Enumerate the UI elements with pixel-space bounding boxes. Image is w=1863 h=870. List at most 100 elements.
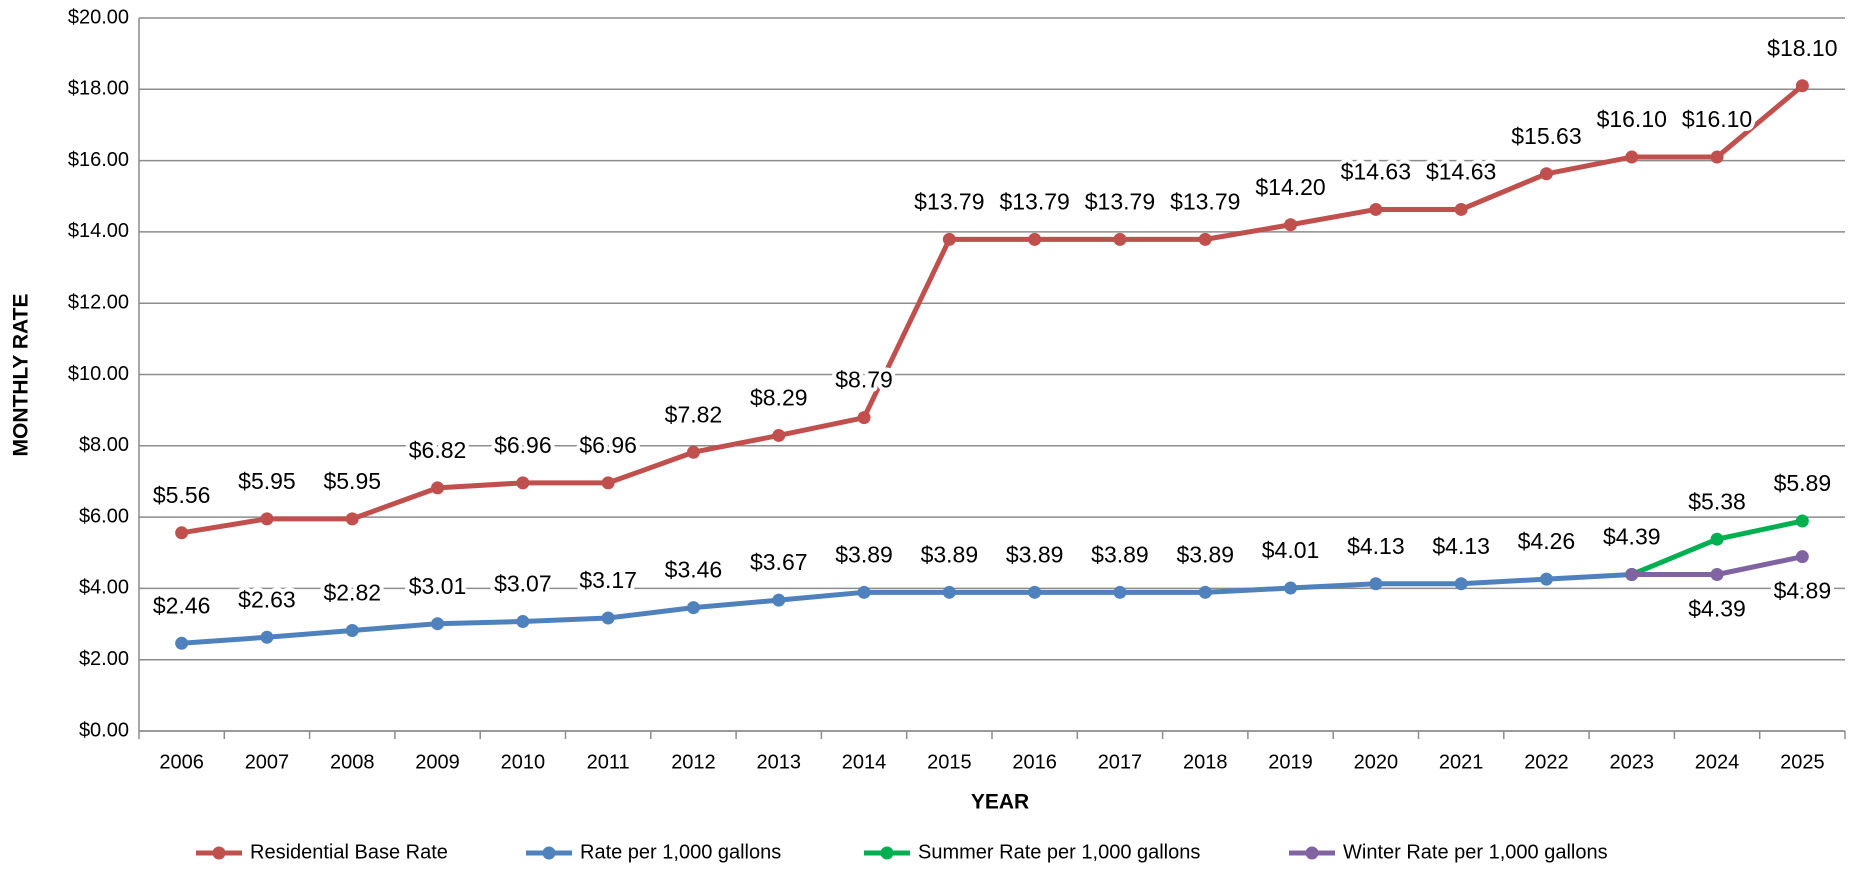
data-label: $13.79 xyxy=(914,188,984,214)
data-point xyxy=(1795,550,1809,564)
data-point xyxy=(516,615,530,629)
data-point xyxy=(601,611,615,625)
data-point xyxy=(345,623,359,637)
y-tick-label: $4.00 xyxy=(79,577,129,599)
y-axis-title: MONTHLY RATE xyxy=(10,294,33,457)
data-point xyxy=(1369,577,1383,591)
data-point xyxy=(1369,202,1383,216)
x-tick-label: 2025 xyxy=(1780,751,1825,773)
data-point xyxy=(1113,585,1127,599)
x-tick-label: 2007 xyxy=(245,751,290,773)
y-tick-label: $2.00 xyxy=(79,648,129,670)
y-tick-label: $18.00 xyxy=(68,78,129,100)
data-point xyxy=(1284,218,1298,232)
data-label: $3.67 xyxy=(750,549,808,575)
data-label: $3.17 xyxy=(579,567,637,593)
data-point xyxy=(431,617,445,631)
data-point xyxy=(260,630,274,644)
data-point xyxy=(1028,585,1042,599)
data-label: $7.82 xyxy=(665,401,723,427)
x-axis-title: YEAR xyxy=(971,791,1029,814)
data-point xyxy=(1539,572,1553,586)
data-label: $4.13 xyxy=(1432,533,1490,559)
x-tick-label: 2024 xyxy=(1695,751,1740,773)
data-label: $4.13 xyxy=(1347,533,1405,559)
data-label: $14.20 xyxy=(1255,174,1325,200)
data-label: $14.63 xyxy=(1341,159,1411,185)
data-point xyxy=(686,601,700,615)
data-label: $5.89 xyxy=(1774,470,1832,496)
y-tick-label: $10.00 xyxy=(68,363,129,385)
x-tick-label: 2008 xyxy=(330,751,375,773)
data-label: $18.10 xyxy=(1767,35,1837,61)
legend-label: Residential Base Rate xyxy=(250,841,448,863)
x-tick-label: 2011 xyxy=(587,751,630,773)
legend-label: Winter Rate per 1,000 gallons xyxy=(1343,841,1608,863)
data-label: $3.89 xyxy=(1006,541,1064,567)
data-label: $2.82 xyxy=(323,580,381,606)
data-point xyxy=(942,585,956,599)
data-label: $13.79 xyxy=(1170,188,1240,214)
x-tick-label: 2010 xyxy=(501,751,546,773)
legend-marker xyxy=(880,846,894,860)
data-point xyxy=(1710,567,1724,581)
data-label: $13.79 xyxy=(999,188,1069,214)
data-point xyxy=(1028,232,1042,246)
grid xyxy=(139,17,1845,732)
data-label: $3.07 xyxy=(494,571,552,597)
x-tick-label: 2020 xyxy=(1354,751,1399,773)
x-tick-label: 2022 xyxy=(1524,751,1569,773)
x-tick-label: 2016 xyxy=(1012,751,1057,773)
x-tick-label: 2006 xyxy=(159,751,204,773)
data-point xyxy=(686,445,700,459)
data-label: $2.63 xyxy=(238,586,296,612)
data-point xyxy=(1795,79,1809,93)
y-tick-label: $20.00 xyxy=(68,6,129,28)
data-label: $8.29 xyxy=(750,385,808,411)
data-point xyxy=(1625,567,1639,581)
data-point xyxy=(857,411,871,425)
x-tick-label: 2015 xyxy=(927,751,972,773)
x-tick-label: 2019 xyxy=(1268,751,1313,773)
data-label: $14.63 xyxy=(1426,159,1496,185)
data-label: $13.79 xyxy=(1085,188,1155,214)
y-tick-label: $16.00 xyxy=(68,149,129,171)
data-point xyxy=(601,476,615,490)
x-tick-label: 2013 xyxy=(757,751,802,773)
x-tick-label: 2018 xyxy=(1183,751,1228,773)
data-label: $16.10 xyxy=(1597,106,1667,132)
data-point xyxy=(1113,232,1127,246)
x-tick-label: 2017 xyxy=(1098,751,1143,773)
data-point xyxy=(345,512,359,526)
data-point xyxy=(175,526,189,540)
data-label: $3.89 xyxy=(835,541,893,567)
data-label: $3.89 xyxy=(1091,541,1149,567)
x-tick-label: 2014 xyxy=(842,751,887,773)
data-label: $4.89 xyxy=(1774,578,1832,604)
y-tick-label: $8.00 xyxy=(79,434,129,456)
data-label: $3.89 xyxy=(921,541,979,567)
y-tick-label: $6.00 xyxy=(79,505,129,527)
data-point xyxy=(1284,581,1298,595)
data-point xyxy=(260,512,274,526)
data-label: $6.82 xyxy=(409,437,467,463)
data-point xyxy=(516,476,530,490)
data-label: $15.63 xyxy=(1511,123,1581,149)
data-point xyxy=(1198,585,1212,599)
legend-label: Rate per 1,000 gallons xyxy=(580,841,781,863)
series-line xyxy=(181,83,1804,536)
data-point xyxy=(857,585,871,599)
data-label: $5.38 xyxy=(1688,488,1746,514)
data-label: $2.46 xyxy=(153,592,211,618)
x-tick-label: 2021 xyxy=(1439,751,1484,773)
data-point xyxy=(1710,150,1724,164)
data-point xyxy=(1198,232,1212,246)
data-point xyxy=(1625,150,1639,164)
data-point xyxy=(1710,532,1724,546)
data-label: $3.89 xyxy=(1176,541,1234,567)
data-point xyxy=(175,636,189,650)
legend-marker xyxy=(1305,846,1319,860)
data-label: $8.79 xyxy=(835,367,893,393)
data-label: $4.39 xyxy=(1688,596,1746,622)
data-point xyxy=(1795,514,1809,528)
